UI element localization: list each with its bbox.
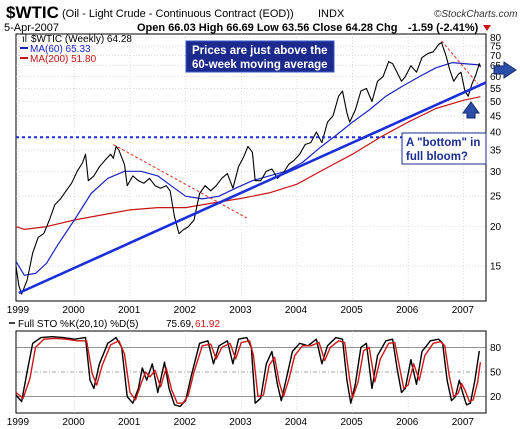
ohlc-readout: Open 66.03 High 66.69 Low 63.56 Close 64…: [137, 22, 397, 34]
sto-x-tick-label: 2002: [174, 417, 197, 428]
projection-line: [113, 144, 248, 219]
price-x-axis: 1999 2000 2001 2002 2003 2004 2005 2006 2007: [7, 305, 475, 316]
sto-x-tick-label: 1999: [7, 417, 30, 428]
sto-k-line: [15, 336, 480, 408]
price-legend: ıl $WTIC (Weekly) 64.28 MA(60) 65.33 MA(…: [20, 34, 132, 65]
price-y-tick-label: 45: [490, 111, 502, 122]
sto-legend-label: Full STO %K(20,10) %D(5): [18, 319, 138, 330]
annotation-box: [185, 40, 335, 73]
sto-y-tick-label: 80: [490, 343, 502, 354]
change-readout: -1.59 (-2.41%): [408, 22, 479, 34]
sto-x-tick-label: 2005: [341, 417, 364, 428]
sto-x-tick-label: 2007: [452, 417, 475, 428]
price-y-tick-label: 55: [490, 84, 502, 95]
price-y-tick-label: 70: [490, 51, 502, 62]
price-y-tick-label: 40: [490, 128, 502, 139]
price-y-tick-label: 35: [490, 146, 502, 157]
sto-x-tick-label: 2000: [62, 417, 85, 428]
annotation-bottom-box: [401, 132, 487, 165]
sto-legend-k: 75.69,: [166, 319, 194, 330]
sto-y-tick-label: 50: [490, 368, 502, 379]
sto-x-tick-label: 2006: [396, 417, 419, 428]
sto-x-axis: 1999 2000 2001 2002 2003 2004 2005 2006 2007: [7, 417, 475, 428]
price-x-tick-label: 2007: [452, 305, 475, 316]
price-y-tick-label: 80: [490, 33, 502, 44]
price-x-tick-label: 1999: [7, 305, 30, 316]
price-legend-icon: ıl: [22, 34, 27, 45]
sto-x-tick-label: 2003: [229, 417, 252, 428]
projection-line: [441, 40, 479, 84]
watermark: ©StockCharts.com: [434, 9, 518, 20]
legend-ma200: MA(200) 51.80: [30, 54, 97, 65]
annotation-box-line1: Prices are just above the: [192, 45, 328, 57]
chart-description: (Oil - Light Crude - Continuous Contract…: [62, 8, 294, 20]
price-x-tick-label: 2003: [229, 305, 252, 316]
price-y-tick-label: 75: [490, 42, 502, 53]
price-grid: [16, 34, 486, 301]
sto-x-tick-label: 2004: [285, 417, 308, 428]
sto-legend-d: 61.92: [195, 319, 220, 330]
sto-series: [15, 336, 482, 408]
price-y-tick-label: 15: [490, 261, 502, 272]
sto-y-axis: 20 50 80: [490, 343, 502, 403]
legend-ma60: MA(60) 65.33: [30, 44, 91, 55]
down-triangle-icon: [483, 25, 491, 31]
chart-symbol: $WTIC: [6, 3, 59, 22]
price-x-tick-label: 2005: [341, 305, 364, 316]
price-y-tick-label: 50: [490, 97, 502, 108]
price-y-tick-label: 25: [490, 192, 502, 203]
sto-y-tick-label: 20: [490, 392, 502, 403]
price-x-tick-label: 2001: [118, 305, 141, 316]
annotation-bottom-line1: A "bottom" in: [406, 137, 480, 149]
annotation-box-line2: 60-week moving average: [192, 59, 328, 71]
exchange-label: INDX: [318, 8, 345, 20]
chart-date: 5-Apr-2007: [4, 22, 59, 34]
left-arrow-icon: [493, 61, 517, 79]
price-y-tick-label: 20: [490, 222, 502, 233]
price-panel-frame: [15, 33, 487, 302]
price-x-tick-label: 2000: [62, 305, 85, 316]
price-x-tick-label: 2004: [285, 305, 308, 316]
up-arrow-icon: [462, 101, 480, 119]
price-line: [15, 42, 481, 295]
sto-x-tick-label: 2001: [118, 417, 141, 428]
ma60-line: [15, 61, 481, 276]
price-y-tick-label: 30: [490, 167, 502, 178]
price-y-tick-label: 60: [490, 72, 502, 83]
price-x-tick-label: 2002: [174, 305, 197, 316]
sto-d-line: [15, 337, 482, 404]
rising-trendline: [18, 81, 487, 295]
legend-price: $WTIC (Weekly) 64.28: [31, 34, 132, 45]
annotation-bottom-line2: full bloom?: [406, 151, 468, 163]
price-series: [15, 42, 481, 295]
price-x-tick-label: 2006: [396, 305, 419, 316]
